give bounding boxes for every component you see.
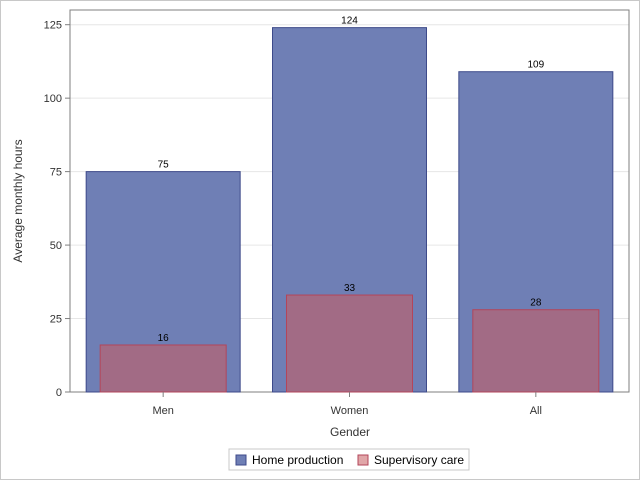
legend: Home production Supervisory care <box>228 448 470 471</box>
x-axis: Men Women All <box>152 392 542 417</box>
y-tick-label: 50 <box>50 240 62 252</box>
bars: 75 16 124 33 109 28 <box>85 16 614 393</box>
y-axis: 0 25 50 75 100 125 <box>44 20 70 399</box>
y-tick-label: 75 <box>50 167 62 179</box>
data-label: 75 <box>158 160 170 171</box>
x-tick-label: All <box>530 405 542 417</box>
x-tick-label: Men <box>152 405 173 417</box>
legend-label: Supervisory care <box>374 453 464 467</box>
bar-supervisory-care-men <box>99 344 227 393</box>
data-label: 16 <box>158 333 170 344</box>
y-tick-label: 125 <box>44 20 62 32</box>
y-axis-label: Average monthly hours <box>11 139 25 262</box>
y-tick-label: 100 <box>44 93 62 105</box>
data-label: 109 <box>527 60 544 71</box>
y-tick-label: 25 <box>50 314 62 326</box>
legend-swatch <box>357 454 369 466</box>
data-label: 33 <box>344 283 356 294</box>
legend-box <box>228 448 470 471</box>
y-tick-label: 0 <box>56 387 62 399</box>
x-axis-label: Gender <box>330 425 370 439</box>
bar-supervisory-care-all <box>472 309 600 393</box>
x-tick-label: Women <box>331 405 369 417</box>
data-label: 28 <box>530 298 542 309</box>
legend-swatch <box>235 454 247 466</box>
data-label: 124 <box>341 16 358 27</box>
legend-label: Home production <box>252 453 343 467</box>
bar-supervisory-care-women <box>286 294 413 393</box>
